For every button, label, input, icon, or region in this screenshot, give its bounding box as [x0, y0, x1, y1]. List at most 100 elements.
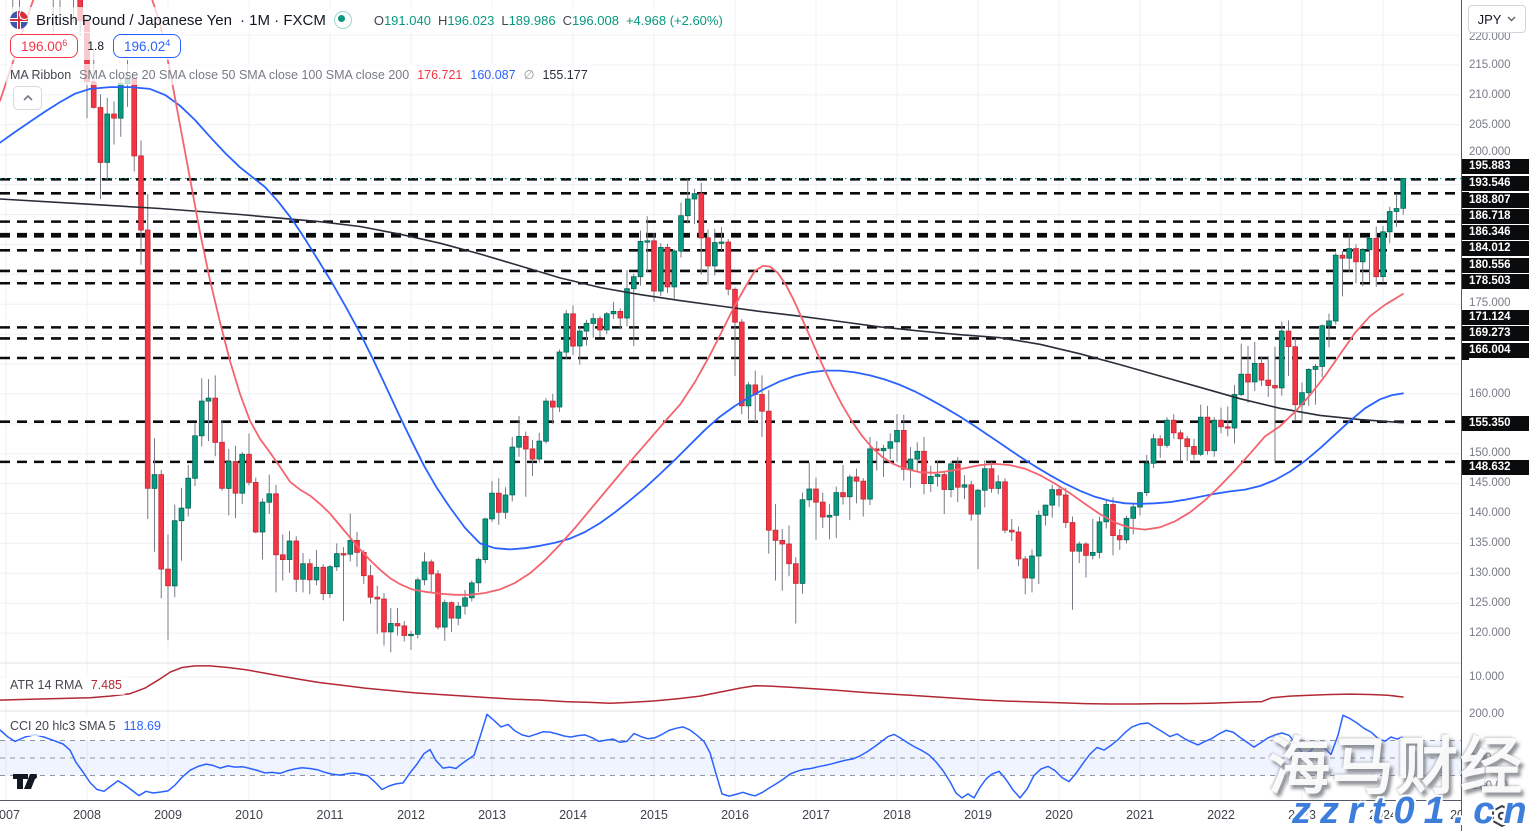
candle-body [212, 397, 219, 443]
candle-body [468, 582, 475, 599]
candle-body [1170, 419, 1177, 434]
collapse-pane-button[interactable] [13, 86, 42, 110]
sma200-line [0, 198, 1404, 424]
sma50-value: 160.087 [470, 67, 516, 82]
price-axis-label: 175.000 [1469, 296, 1511, 309]
candle-body [745, 384, 752, 407]
price-level-label: 169.273 [1462, 325, 1529, 341]
candle-body [1332, 254, 1339, 322]
candle-body [1231, 394, 1238, 429]
atr-line [0, 665, 1404, 705]
candle-body [712, 242, 718, 267]
candle-body [1218, 419, 1224, 428]
sma20-value: 176.721 [417, 67, 463, 82]
atr-name: ATR 14 RMA [10, 678, 83, 692]
price-axis-label: 130.000 [1469, 566, 1511, 579]
candle-body [988, 468, 995, 489]
candle-body [117, 83, 124, 119]
candle-body [847, 476, 853, 498]
candle-body [111, 113, 117, 119]
candle-body [867, 448, 873, 500]
cci-name: CCI 20 hlc3 SMA 5 [10, 719, 116, 733]
time-axis-year-label: 2018 [883, 808, 911, 822]
candle-body [1015, 531, 1022, 560]
tradingview-logo[interactable] [13, 774, 46, 794]
buy-button[interactable]: 196.02 4 [113, 34, 182, 58]
candle-body [489, 492, 495, 520]
price-axis-label: -200.00 [1469, 779, 1509, 792]
price-axis-label: 205.000 [1469, 118, 1511, 131]
symbol-legend[interactable]: British Pound / Japanese Yen · 1M · FXCM… [6, 7, 727, 33]
market-status-icon [333, 11, 352, 29]
sma50-line [0, 86, 1404, 551]
candle-body [766, 410, 772, 531]
time-axis-year-label: 2014 [559, 808, 587, 822]
time-axis-year-label: 2017 [802, 808, 830, 822]
candle-body [610, 310, 617, 315]
candle-body [1204, 416, 1211, 452]
candle-body [631, 276, 637, 290]
candle-body [1251, 362, 1258, 383]
candle-body [306, 563, 313, 581]
candle-body [462, 597, 468, 607]
currency-selector-button[interactable]: JPY [1468, 5, 1526, 33]
chevron-up-icon [22, 95, 33, 101]
candle-body [705, 237, 711, 267]
price-axis-label: 125.000 [1469, 596, 1511, 609]
candle-body [759, 394, 765, 412]
sell-button[interactable]: 196.00 6 [10, 34, 79, 58]
low-label: L [501, 12, 509, 28]
cci-line [0, 713, 1403, 799]
candle-body [583, 322, 590, 332]
ma-ribbon-legend[interactable]: MA Ribbon SMA close 20 SMA close 50 SMA … [6, 64, 592, 85]
price-axis-label: 10.000 [1469, 670, 1505, 683]
price-axis-label: 200.00 [1469, 707, 1505, 720]
candle-body [1069, 522, 1076, 552]
cci-legend[interactable]: CCI 20 hlc3 SMA 5 118.69 [6, 716, 165, 736]
candle-body [1211, 419, 1218, 452]
sma20-line [0, 0, 1404, 596]
candle-body [1150, 438, 1157, 464]
candle-body [1116, 535, 1123, 541]
candle-body [691, 193, 698, 200]
time-axis-year-label: 2024 [1369, 808, 1397, 822]
candle-body [772, 529, 779, 541]
axis-settings-gear-icon[interactable] [1490, 804, 1514, 828]
close-label: C [562, 12, 572, 28]
ask-price-fraction: 4 [165, 38, 171, 48]
candle-body [90, 81, 97, 108]
candle-body [421, 561, 428, 581]
price-level-label: 188.807 [1462, 192, 1529, 208]
candle-body [826, 514, 833, 518]
symbol-interval-exchange: · 1M · FXCM [239, 11, 326, 29]
candle-body [1326, 320, 1332, 327]
price-axis[interactable]: JPY 220.000 215.000 210.000 205.000 200.000 1… [1461, 0, 1529, 831]
candle-body [698, 193, 705, 239]
candle-body [975, 489, 981, 515]
candle-body [928, 475, 934, 484]
price-axis-label: 215.000 [1469, 58, 1511, 71]
candle-body [1191, 446, 1197, 455]
candle-body [320, 566, 327, 594]
main-chart-pane[interactable] [0, 0, 1461, 800]
candle-body [1042, 504, 1049, 516]
candle-body [779, 540, 786, 545]
atr-legend[interactable]: ATR 14 RMA 7.485 [6, 675, 126, 695]
time-axis-year-label: 2013 [478, 808, 506, 822]
price-axis-label: 145.000 [1469, 476, 1511, 489]
candle-body [1123, 517, 1130, 541]
candle-body [1265, 379, 1272, 386]
candle-body [1380, 231, 1386, 278]
low-value: 189.986 [508, 12, 556, 28]
candle-body [1164, 419, 1170, 446]
candle-body [907, 458, 914, 470]
candle-body [961, 484, 968, 488]
bid-price-fraction: 6 [62, 38, 68, 48]
candle-body [1272, 385, 1278, 389]
candle-body [1143, 462, 1150, 493]
candle-body [347, 540, 354, 555]
candle-body [97, 107, 104, 163]
ask-price: 196.02 [124, 38, 166, 54]
time-axis[interactable]: 2007 2008 2009 2010 2011 2012 2013 2014 2015 2016… [0, 800, 1461, 831]
candle-body [1393, 208, 1400, 212]
